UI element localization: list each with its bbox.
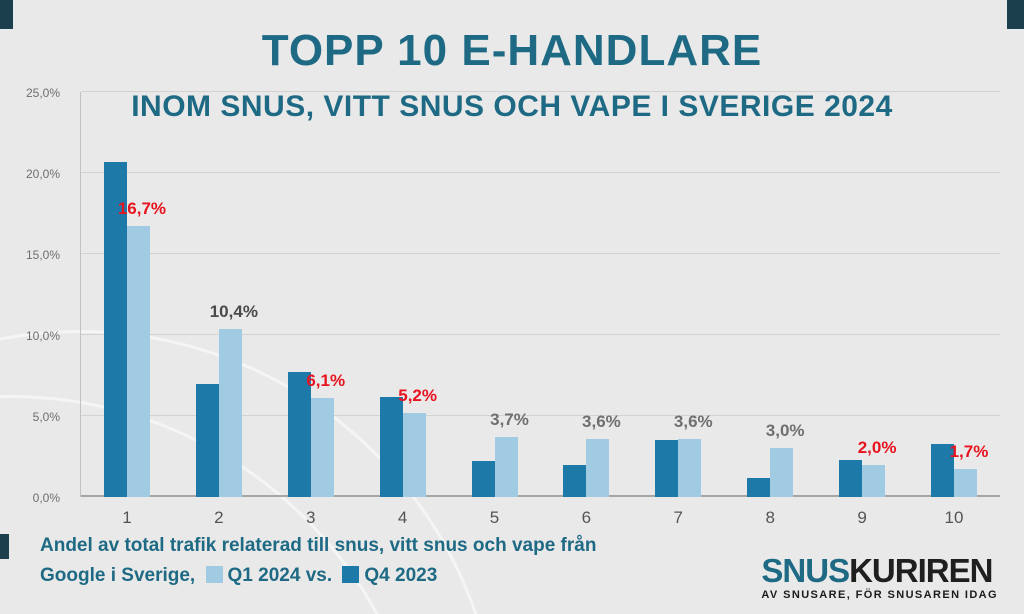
caption-line-1: Andel av total trafik relaterad till snu… xyxy=(40,535,597,556)
y-tick-label: 20,0% xyxy=(25,167,60,181)
bar-q1-2024 xyxy=(218,328,242,497)
logo-wordmark: SNUSKURIREN xyxy=(761,552,998,589)
data-label: 3,6% xyxy=(582,411,621,431)
bar-group-7: 3,6% 7 xyxy=(655,92,713,527)
data-label: 6,1% xyxy=(306,371,346,391)
bar-group-5: 3,7% 5 xyxy=(471,92,529,527)
data-label: 3,0% xyxy=(765,421,805,441)
bar-q4-2023 xyxy=(195,383,219,497)
corner-mark-left xyxy=(0,534,9,559)
gridline xyxy=(81,415,1000,416)
bar-group-10: 1,7% 10 xyxy=(930,92,988,527)
y-tick-label: 0,0% xyxy=(32,491,60,505)
bar-q1-2024 xyxy=(586,438,610,497)
bar-q4-2023 xyxy=(103,161,127,497)
gridline xyxy=(81,253,1000,254)
data-label: 3,7% xyxy=(490,410,529,430)
bar-q1-2024 xyxy=(494,437,518,497)
bar-group-6: 3,6% 6 xyxy=(563,92,621,527)
gridline xyxy=(81,91,1000,92)
x-tick-label: 10 xyxy=(944,508,964,527)
bar-q1-2024 xyxy=(310,398,334,497)
x-tick-label: 3 xyxy=(305,508,316,527)
data-label: 3,6% xyxy=(673,411,713,431)
bar-group-1: 16,7% 1 xyxy=(103,92,166,527)
x-tick-label: 8 xyxy=(765,508,775,527)
y-tick-label: 15,0% xyxy=(25,248,60,262)
data-label: 1,7% xyxy=(949,442,989,462)
legend-swatch-q4-2023 xyxy=(342,566,360,583)
bar-q1-2024 xyxy=(953,469,977,497)
bar-q1-2024 xyxy=(678,438,702,497)
y-axis-labels: 0,0% 5,0% 10,0% 15,0% 20,0% 25,0% xyxy=(0,86,80,505)
data-label: 10,4% xyxy=(209,301,258,321)
corner-mark-top-right xyxy=(1007,0,1024,29)
bar-q4-2023 xyxy=(379,396,403,497)
bar-q4-2023 xyxy=(747,477,771,497)
plot-area: 16,7% 1 10,4% 2 6,1% 3 5,2% 4 3,7% 5 3,6% 6 3,6% 7 3,0… xyxy=(80,91,1000,527)
logo-part-snus: SNUS xyxy=(761,552,850,589)
x-tick-label: 9 xyxy=(857,508,867,527)
chart-subtitle: INOM SNUS, VITT SNUS OCH VAPE I SVERIGE … xyxy=(131,90,893,123)
caption: Andel av total trafik relaterad till snu… xyxy=(40,531,596,591)
caption-line-2-prefix: Google i Sverige, xyxy=(40,565,196,586)
data-label: 16,7% xyxy=(117,199,167,219)
bar-group-4: 5,2% 4 xyxy=(379,92,437,527)
gridline xyxy=(81,172,1000,173)
y-tick-label: 10,0% xyxy=(25,329,60,343)
x-tick-label: 7 xyxy=(673,508,684,527)
x-tick-label: 6 xyxy=(581,508,592,527)
bar-group-8: 3,0% 8 xyxy=(747,92,805,527)
bar-q4-2023 xyxy=(839,459,863,497)
x-tick-label: 2 xyxy=(214,508,224,527)
x-tick-label: 1 xyxy=(122,508,132,527)
bar-q4-2023 xyxy=(287,372,311,497)
legend-label-q4-2023: Q4 2023 xyxy=(364,565,438,586)
legend-swatch-q1-2024 xyxy=(205,566,223,583)
y-tick-label: 25,0% xyxy=(25,86,60,100)
bar-q4-2023 xyxy=(563,464,587,497)
bar-q1-2024 xyxy=(862,464,886,497)
x-axis-line xyxy=(81,495,1000,497)
y-tick-label: 5,0% xyxy=(32,410,60,424)
data-label: 5,2% xyxy=(398,385,437,405)
logo-part-kuriren: KURIREN xyxy=(849,552,993,589)
gridline xyxy=(81,334,1000,335)
bar-q4-2023 xyxy=(655,440,679,497)
bar-group-2: 10,4% 2 xyxy=(195,92,258,527)
legend-label-q1-2024: Q1 2024 xyxy=(227,565,301,586)
bar-q1-2024 xyxy=(126,226,150,497)
bar-group-9: 2,0% 9 xyxy=(839,92,896,527)
bar-q1-2024 xyxy=(402,412,426,497)
snuskuriren-logo: SNUSKURIREN AV SNUSARE, FÖR SNUSAREN IDA… xyxy=(761,552,998,601)
x-tick-label: 5 xyxy=(489,508,500,527)
chart-title: TOPP 10 E-HANDLARE xyxy=(261,26,763,75)
bar-group-3: 6,1% 3 xyxy=(287,92,345,527)
bar-q1-2024 xyxy=(770,448,794,497)
caption-line-2: Google i Sverige, Q1 2024 vs. Q4 2023 xyxy=(40,561,596,591)
x-tick-label: 4 xyxy=(397,508,408,527)
data-label: 2,0% xyxy=(857,437,897,457)
bar-q4-2023 xyxy=(471,461,495,497)
legend-vs-text: vs. xyxy=(305,565,333,586)
corner-mark-top-left xyxy=(0,0,13,29)
logo-tagline: AV SNUSARE, FÖR SNUSAREN IDAG xyxy=(761,589,998,601)
bar-q4-2023 xyxy=(930,443,954,497)
